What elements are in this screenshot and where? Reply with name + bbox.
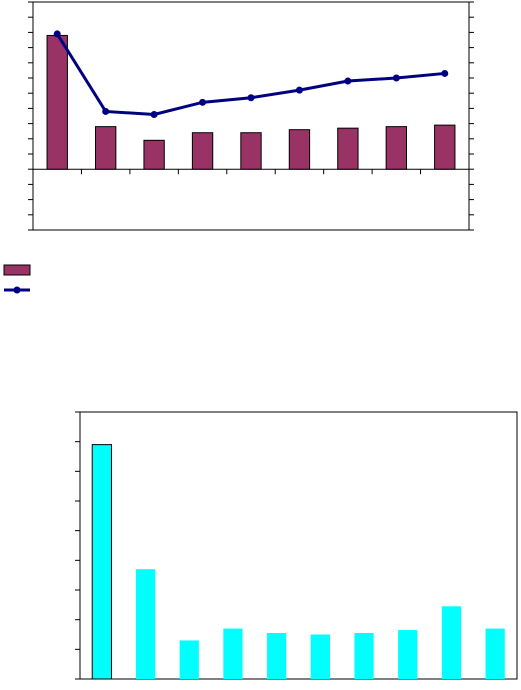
line-point	[199, 98, 207, 106]
bar	[91, 444, 112, 680]
bar	[354, 633, 374, 679]
bar	[191, 132, 214, 170]
line-point	[102, 107, 110, 115]
bar	[385, 126, 408, 170]
bar	[337, 127, 359, 170]
bar	[441, 606, 462, 679]
line-point	[150, 110, 158, 118]
bar	[94, 126, 117, 170]
bar	[143, 139, 165, 170]
bar	[434, 124, 456, 170]
line-point	[441, 69, 449, 77]
bar	[398, 630, 418, 679]
bar	[288, 129, 311, 170]
line-point	[247, 94, 255, 102]
plot-area	[32, 1, 470, 231]
line-point	[392, 74, 400, 82]
line-point	[53, 30, 61, 38]
bar	[46, 34, 68, 170]
legend-line-marker	[13, 286, 21, 294]
bar	[310, 634, 330, 679]
bar	[267, 633, 287, 679]
bar	[223, 628, 243, 679]
bar	[179, 640, 199, 679]
line-point	[295, 86, 303, 94]
chart-bottom-bar	[75, 411, 518, 680]
legend-bar-swatch	[3, 264, 31, 276]
line-point	[344, 77, 352, 85]
bar	[485, 628, 505, 679]
bar	[240, 132, 262, 170]
bar	[135, 569, 156, 679]
legend	[3, 264, 31, 294]
chart-top-combo	[3, 1, 474, 294]
